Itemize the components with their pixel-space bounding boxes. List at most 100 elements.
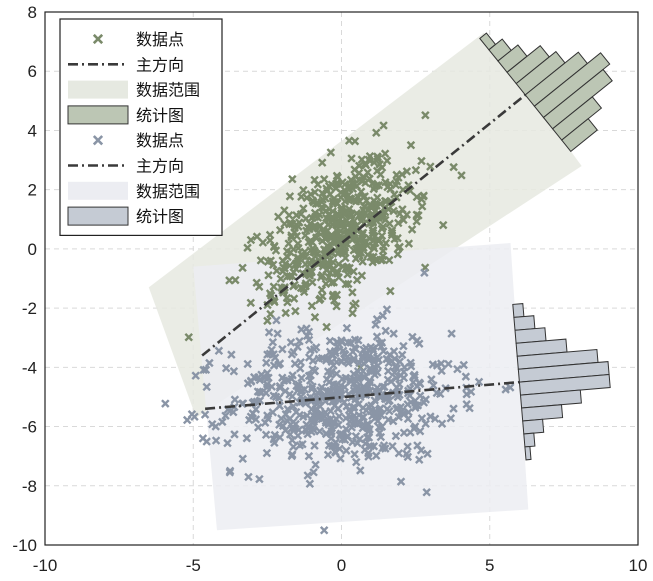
data-point [406, 358, 415, 368]
data-point [205, 358, 214, 368]
data-point [364, 433, 374, 442]
data-point [395, 379, 404, 389]
main-direction-line [201, 93, 527, 357]
data-point [275, 383, 285, 393]
data-point [322, 184, 331, 193]
data-point [262, 448, 272, 458]
data-point [287, 435, 297, 445]
legend-label: 统计图 [136, 207, 184, 226]
data-point [381, 238, 391, 248]
data-point [263, 316, 272, 326]
data-point [304, 335, 314, 345]
data-point [399, 373, 409, 383]
data-point [354, 193, 363, 202]
histogram-bar [522, 418, 545, 435]
data-point [347, 154, 356, 163]
data-point [462, 389, 471, 399]
data-point [324, 272, 334, 282]
data-point [282, 272, 292, 281]
data-point [335, 245, 345, 254]
legend-symbol [68, 80, 128, 99]
histogram-bar [523, 432, 536, 448]
data-point [337, 205, 346, 215]
data-point [334, 179, 343, 189]
data-point [289, 402, 298, 411]
data-point [364, 355, 374, 365]
data-point [321, 245, 330, 255]
data-point [310, 208, 320, 218]
data-point [289, 442, 298, 452]
data-point [308, 278, 317, 287]
data-point [297, 192, 306, 201]
data-point [266, 309, 275, 319]
data-point [258, 238, 268, 247]
data-point [332, 171, 342, 181]
legend-label: 主方向 [136, 157, 184, 176]
data-point [333, 338, 342, 347]
data-point [282, 247, 292, 256]
data-point [229, 367, 239, 376]
data-point [421, 419, 430, 429]
data-point [358, 242, 367, 252]
data-point [351, 387, 360, 396]
data-point [288, 174, 297, 184]
data-point [202, 437, 211, 446]
data-point [506, 383, 515, 392]
data-point [354, 168, 364, 178]
data-point [253, 423, 263, 432]
data-point [301, 259, 310, 269]
data-point [269, 242, 279, 252]
data-point [340, 350, 350, 359]
data-point [272, 316, 281, 325]
data-point [310, 441, 319, 450]
data-point [332, 219, 342, 228]
data-point [281, 308, 290, 318]
y-tick-label: -4 [22, 358, 37, 377]
data-point [349, 216, 359, 226]
data-point [310, 221, 320, 230]
data-point [449, 162, 458, 172]
data-point [287, 231, 296, 240]
data-point [321, 429, 331, 439]
data-point [292, 220, 301, 230]
data-point [262, 368, 272, 378]
y-tick-label: -10 [12, 536, 37, 555]
data-point [229, 407, 238, 417]
data-point [324, 377, 334, 387]
data-point [383, 366, 393, 376]
data-point [283, 404, 292, 414]
data-point [318, 271, 327, 280]
data-point [348, 437, 357, 447]
data-point [357, 271, 367, 280]
data-point [309, 425, 318, 435]
data-point [404, 407, 413, 417]
data-point [328, 258, 338, 267]
data-point [427, 375, 436, 384]
y-tick-label: 8 [28, 3, 37, 22]
data-point [394, 448, 404, 458]
data-point [202, 382, 211, 392]
data-point [365, 200, 375, 210]
data-point [297, 325, 306, 334]
data-point [342, 194, 352, 204]
data-point [294, 380, 303, 389]
data-point [459, 360, 468, 370]
data-point [342, 402, 351, 411]
data-point [385, 406, 394, 416]
data-point [358, 366, 368, 376]
data-point [399, 341, 408, 351]
data-point [412, 217, 421, 226]
data-point [373, 368, 382, 377]
data-point [341, 373, 350, 383]
axis-ticks: -10 -5 0 5 10 8 6 4 2 0 -2 -4 -6 -8 -10 [12, 3, 647, 575]
data-point [296, 387, 305, 396]
data-point [377, 224, 387, 234]
data-point [252, 278, 261, 288]
data-point [447, 329, 456, 338]
data-point [302, 420, 311, 429]
data-point [355, 434, 365, 444]
legend-label: 统计图 [136, 106, 184, 125]
data-point [378, 382, 387, 391]
data-point [326, 349, 336, 359]
data-point [332, 302, 341, 311]
